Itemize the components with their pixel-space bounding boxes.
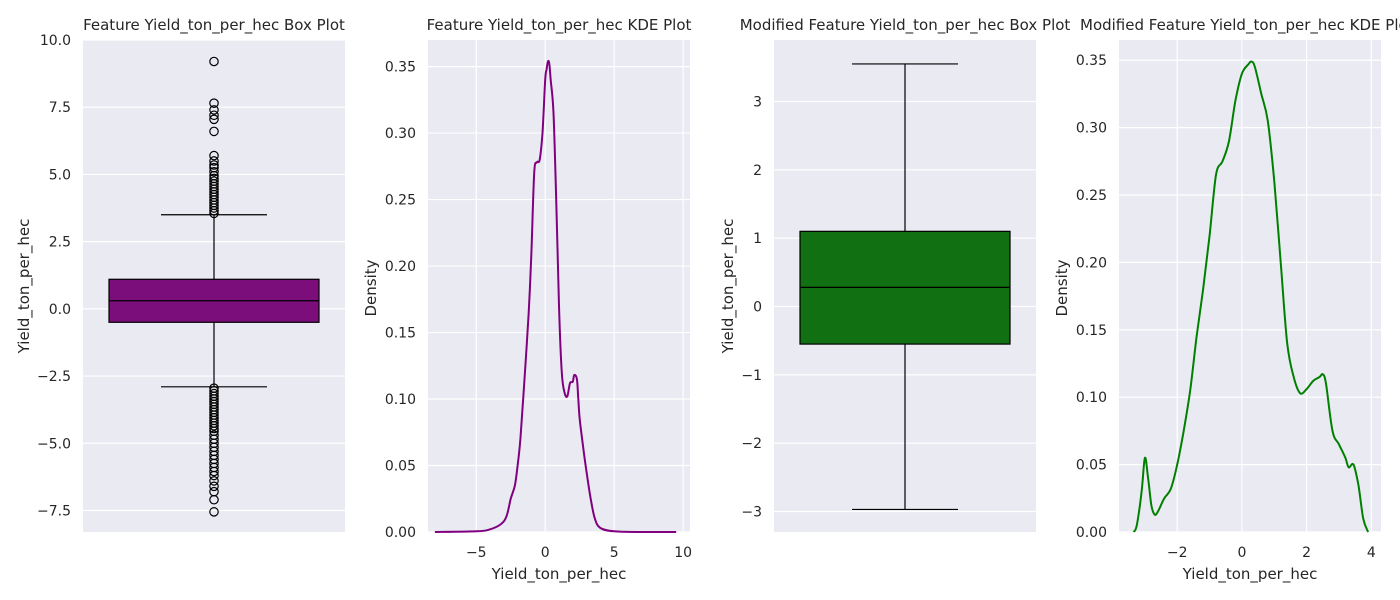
outlier-point	[209, 110, 219, 121]
outlier-point	[209, 494, 219, 505]
outlier-point	[209, 56, 219, 67]
outlier-point	[209, 114, 219, 125]
y-tick-labels: 0.00 0.05 0.10 0.15 0.20 0.25 0.30 0.35	[385, 60, 416, 541]
y-tick-label: 7.5	[49, 100, 71, 116]
x-axis-label: Yield_ton_per_hec	[1182, 565, 1318, 584]
outlier-point	[209, 466, 219, 477]
x-tick-label: 4	[1367, 545, 1376, 561]
y-tick-label: 2	[753, 163, 762, 179]
grid-lines	[1119, 40, 1381, 533]
x-tick-label: −2	[1167, 545, 1188, 561]
chart-title: Modified Feature Yield_ton_per_hec Box P…	[740, 16, 1071, 35]
y-tick-label: 0.20	[1076, 255, 1107, 271]
y-tick-label: 0.20	[385, 259, 416, 275]
y-tick-label: 0.30	[385, 126, 416, 142]
y-tick-label: 0.25	[385, 193, 416, 209]
y-axis-label: Yield_ton_per_hec	[719, 219, 738, 355]
outlier-point	[209, 476, 219, 486]
panel-box-plot-modified: −3 −2 −1 0 1 2 3 Modified Feature Yield_ton_pe…	[719, 16, 1070, 532]
outlier-point	[209, 421, 219, 431]
y-tick-label: −3	[741, 505, 762, 521]
x-tick-label: 5	[610, 545, 619, 561]
y-tick-label: 0.00	[1076, 525, 1107, 541]
x-tick-labels: −2 0 2 4	[1167, 545, 1376, 561]
outlier-point	[209, 507, 219, 517]
axes-background	[1119, 40, 1381, 532]
y-tick-label: 0.35	[385, 60, 416, 76]
y-tick-label: 0.35	[1076, 53, 1107, 69]
kde-curve	[1132, 60, 1370, 533]
y-tick-label: 0.15	[1076, 323, 1107, 339]
chart-title: Feature Yield_ton_per_hec Box Plot	[83, 16, 345, 35]
y-tick-label: −7.5	[37, 503, 71, 519]
panel-kde-plot-modified: 0.00 0.05 0.10 0.15 0.20 0.25 0.30 0.35 −2 0 2 4 M…	[1053, 16, 1400, 584]
outlier-point	[209, 156, 219, 166]
y-tick-label: 0.25	[1076, 188, 1107, 204]
x-tick-label: 10	[674, 545, 692, 561]
y-tick-labels: 0.00 0.05 0.10 0.15 0.20 0.25 0.30 0.35	[1076, 53, 1107, 541]
outlier-point	[209, 203, 219, 213]
chart-title: Feature Yield_ton_per_hec KDE Plot	[427, 16, 692, 35]
y-axis-label: Yield_ton_per_hec	[15, 219, 34, 355]
chart-title: Modified Feature Yield_ton_per_hec KDE P…	[1080, 16, 1400, 35]
y-tick-label: 0.30	[1076, 121, 1107, 137]
x-tick-label: 0	[1237, 545, 1246, 561]
panel-box-plot-original: −7.5 −5.0 −2.5 0.0 2.5 5.0 7.5 10.0 Feature Yie…	[15, 16, 345, 532]
y-tick-label: 0.10	[385, 392, 416, 408]
plot-marks	[434, 59, 677, 534]
outlier-point	[209, 470, 219, 481]
y-tick-label: 2.5	[49, 235, 71, 251]
y-tick-label: 0.0	[49, 302, 71, 318]
y-tick-label: −5.0	[37, 436, 71, 452]
plot-marks	[1132, 60, 1370, 533]
y-tick-label: 0.00	[385, 525, 416, 541]
outlier-point	[209, 105, 219, 115]
x-tick-label: −5	[466, 545, 487, 561]
y-tick-label: −2	[741, 436, 762, 452]
y-tick-label: 10.0	[40, 33, 71, 49]
x-tick-label: 2	[1302, 545, 1311, 561]
y-tick-label: 0.05	[1076, 458, 1107, 474]
outlier-point	[209, 208, 219, 219]
outlier-point	[209, 126, 219, 137]
x-tick-label: 0	[541, 545, 550, 561]
plot-marks	[108, 56, 320, 517]
y-tick-label: 5.0	[49, 167, 71, 183]
y-tick-labels: −3 −2 −1 0 1 2 3	[741, 95, 762, 521]
outlier-point	[209, 205, 219, 216]
outlier-point	[209, 160, 219, 170]
kde-curve	[434, 59, 677, 534]
y-tick-label: 3	[753, 95, 762, 111]
y-tick-labels: −7.5 −5.0 −2.5 0.0 2.5 5.0 7.5 10.0	[37, 33, 71, 519]
y-tick-label: 0.05	[385, 459, 416, 475]
outlier-point	[209, 423, 219, 434]
y-tick-label: −1	[741, 368, 762, 384]
outlier-point	[209, 98, 219, 108]
y-tick-label: 1	[753, 231, 762, 247]
panel-kde-plot-original: 0.000.050.100.150.200.250.300.35 −5 0 5 10 …	[362, 16, 692, 584]
outlier-point	[209, 481, 219, 492]
outlier-point	[209, 150, 219, 161]
plot-marks	[799, 63, 1011, 511]
y-axis-label: Density	[362, 259, 380, 316]
x-axis-label: Yield_ton_per_hec	[491, 565, 627, 584]
y-tick-label: 0.10	[1076, 390, 1107, 406]
x-tick-labels: −5 0 5 10	[466, 545, 692, 561]
y-tick-label: 0.15	[385, 326, 416, 342]
y-tick-label: −2.5	[37, 369, 71, 385]
outlier-point	[209, 166, 219, 177]
y-tick-label: 0	[753, 300, 762, 316]
y-axis-label: Density	[1053, 259, 1071, 316]
